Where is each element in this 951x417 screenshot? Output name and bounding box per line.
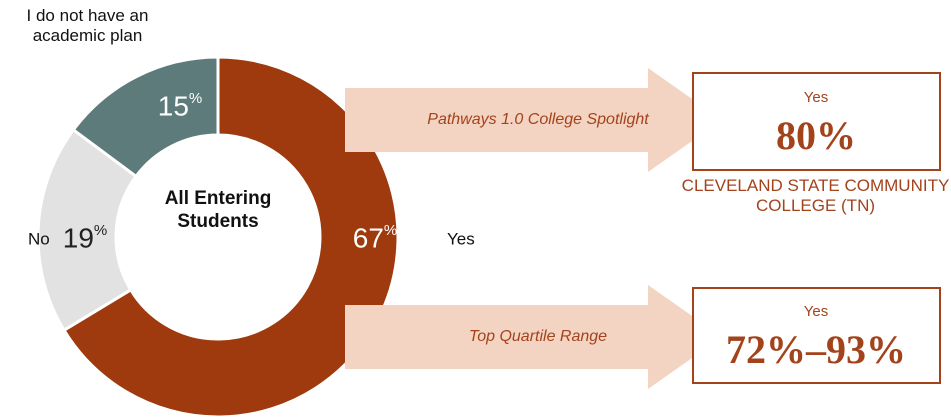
annotation-label: Pathways 1.0 College Spotlight <box>427 111 649 128</box>
category-label: I do not have an academic plan <box>26 6 149 46</box>
donut <box>36 55 400 417</box>
center-holder: All Entering Students <box>164 188 272 232</box>
box-value: 72%–93% <box>726 327 906 372</box>
box-title: Yes <box>804 303 828 320</box>
arrow <box>345 285 722 389</box>
value-label-unit: % <box>94 222 107 239</box>
donut-slice <box>36 127 139 333</box>
category-label: Yes <box>447 229 475 248</box>
annotation-box <box>692 287 941 384</box>
annotation-box <box>692 72 941 171</box>
category-label: No <box>28 229 50 248</box>
donut-slice <box>61 55 400 417</box>
annotation-arrows <box>345 68 941 389</box>
value-label-unit: % <box>189 90 202 107</box>
box-title: Yes <box>804 89 828 106</box>
label-holder: I do not have an academic plan <box>26 6 149 46</box>
annotation-caption: CLEVELAND STATE COMMUNITY COLLEGE (TN) <box>681 176 950 216</box>
value-label-unit: % <box>384 222 397 239</box>
arrow <box>345 68 722 172</box>
donut-slice <box>71 55 220 179</box>
caption-holder: CLEVELAND STATE COMMUNITY COLLEGE (TN) <box>681 176 950 216</box>
center-label: All Entering Students <box>164 188 272 232</box>
annotation-label: Top Quartile Range <box>469 328 607 345</box>
box-value: 80% <box>776 113 856 158</box>
